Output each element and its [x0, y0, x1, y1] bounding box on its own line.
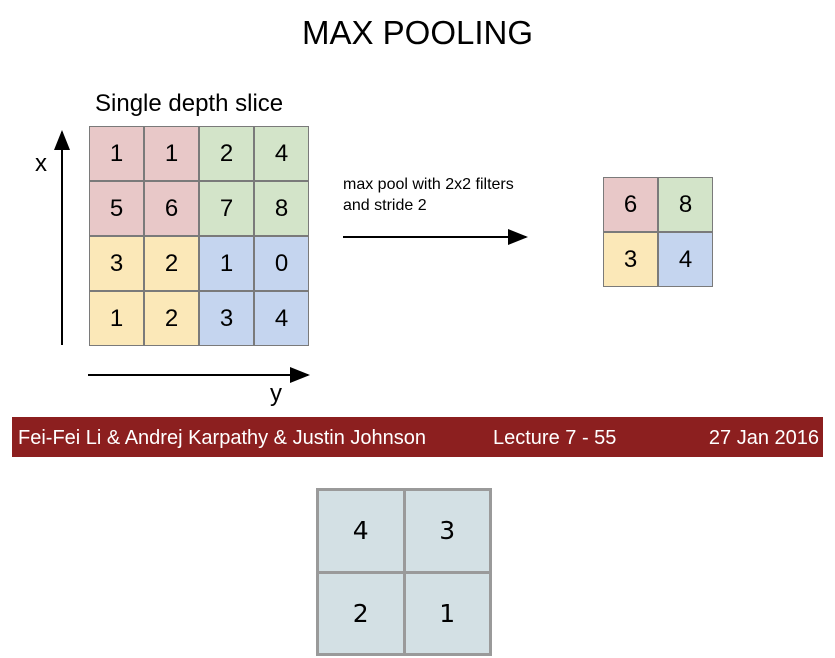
footer-bar: Fei-Fei Li & Andrej Karpathy & Justin Jo…	[12, 417, 823, 457]
second-cell: 4	[319, 491, 403, 571]
input-cell: 2	[199, 126, 254, 181]
y-axis-label: y	[270, 380, 282, 407]
input-cell: 1	[89, 126, 144, 181]
slide-title: MAX POOLING	[301, 14, 534, 51]
input-cell: 7	[199, 181, 254, 236]
input-cell: 2	[144, 291, 199, 346]
input-cell: 2	[144, 236, 199, 291]
input-cell: 1	[199, 236, 254, 291]
input-cell: 5	[89, 181, 144, 236]
input-cell: 8	[254, 181, 309, 236]
input-cell: 0	[254, 236, 309, 291]
footer-date: 27 Jan 2016	[708, 427, 819, 449]
depth-slice-label: Single depth slice	[95, 90, 284, 117]
input-cell: 4	[254, 126, 309, 181]
operation-line-1: max pool with 2x2 filters	[343, 176, 514, 193]
footer-lecture: Lecture 7 - 55	[493, 427, 617, 449]
second-cell: 2	[319, 573, 403, 653]
x-axis-label: x	[35, 150, 47, 177]
input-cell: 4	[254, 291, 309, 346]
input-cell: 3	[89, 236, 144, 291]
operation-description: max pool with 2x2 filters and stride 2	[343, 174, 583, 216]
second-cell: 3	[405, 491, 489, 571]
input-cell: 6	[144, 181, 199, 236]
input-cell: 1	[144, 126, 199, 181]
second-cell: 1	[405, 573, 489, 653]
input-cell: 3	[199, 291, 254, 346]
output-cell: 8	[658, 177, 713, 232]
output-cell: 6	[603, 177, 658, 232]
output-cell: 4	[658, 232, 713, 287]
output-cell: 3	[603, 232, 658, 287]
operation-line-2: and stride 2	[343, 197, 427, 214]
footer-authors: Fei-Fei Li & Andrej Karpathy & Justin Jo…	[18, 427, 426, 449]
arrows-layer	[54, 130, 528, 383]
input-cell: 1	[89, 291, 144, 346]
